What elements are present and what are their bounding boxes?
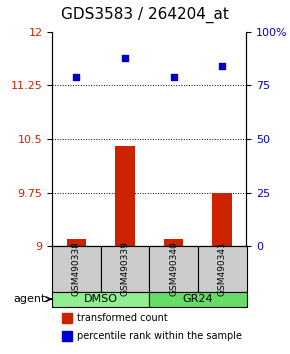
Point: [123, 55, 127, 61]
Text: DMSO: DMSO: [84, 294, 118, 304]
FancyBboxPatch shape: [149, 246, 198, 292]
Bar: [62, 331, 72, 341]
Text: percentile rank within the sample: percentile rank within the sample: [77, 331, 242, 341]
FancyBboxPatch shape: [101, 246, 149, 292]
Text: agent: agent: [13, 294, 51, 304]
Text: GSM490339: GSM490339: [121, 241, 130, 296]
Bar: [213, 193, 232, 246]
Bar: [62, 313, 72, 323]
FancyBboxPatch shape: [198, 246, 246, 292]
Text: GSM490338: GSM490338: [72, 241, 81, 296]
Bar: [115, 146, 135, 246]
Text: transformed count: transformed count: [77, 313, 168, 323]
FancyBboxPatch shape: [52, 292, 149, 307]
Text: GSM490340: GSM490340: [169, 242, 178, 296]
Text: GDS3583 / 264204_at: GDS3583 / 264204_at: [61, 7, 229, 23]
Text: GSM490341: GSM490341: [218, 242, 227, 296]
Text: GR24: GR24: [183, 294, 213, 304]
FancyBboxPatch shape: [149, 292, 246, 307]
Point: [171, 74, 176, 80]
Point: [74, 74, 79, 80]
Bar: [67, 239, 86, 246]
Bar: [164, 239, 183, 246]
FancyBboxPatch shape: [52, 246, 101, 292]
Point: [220, 63, 224, 69]
